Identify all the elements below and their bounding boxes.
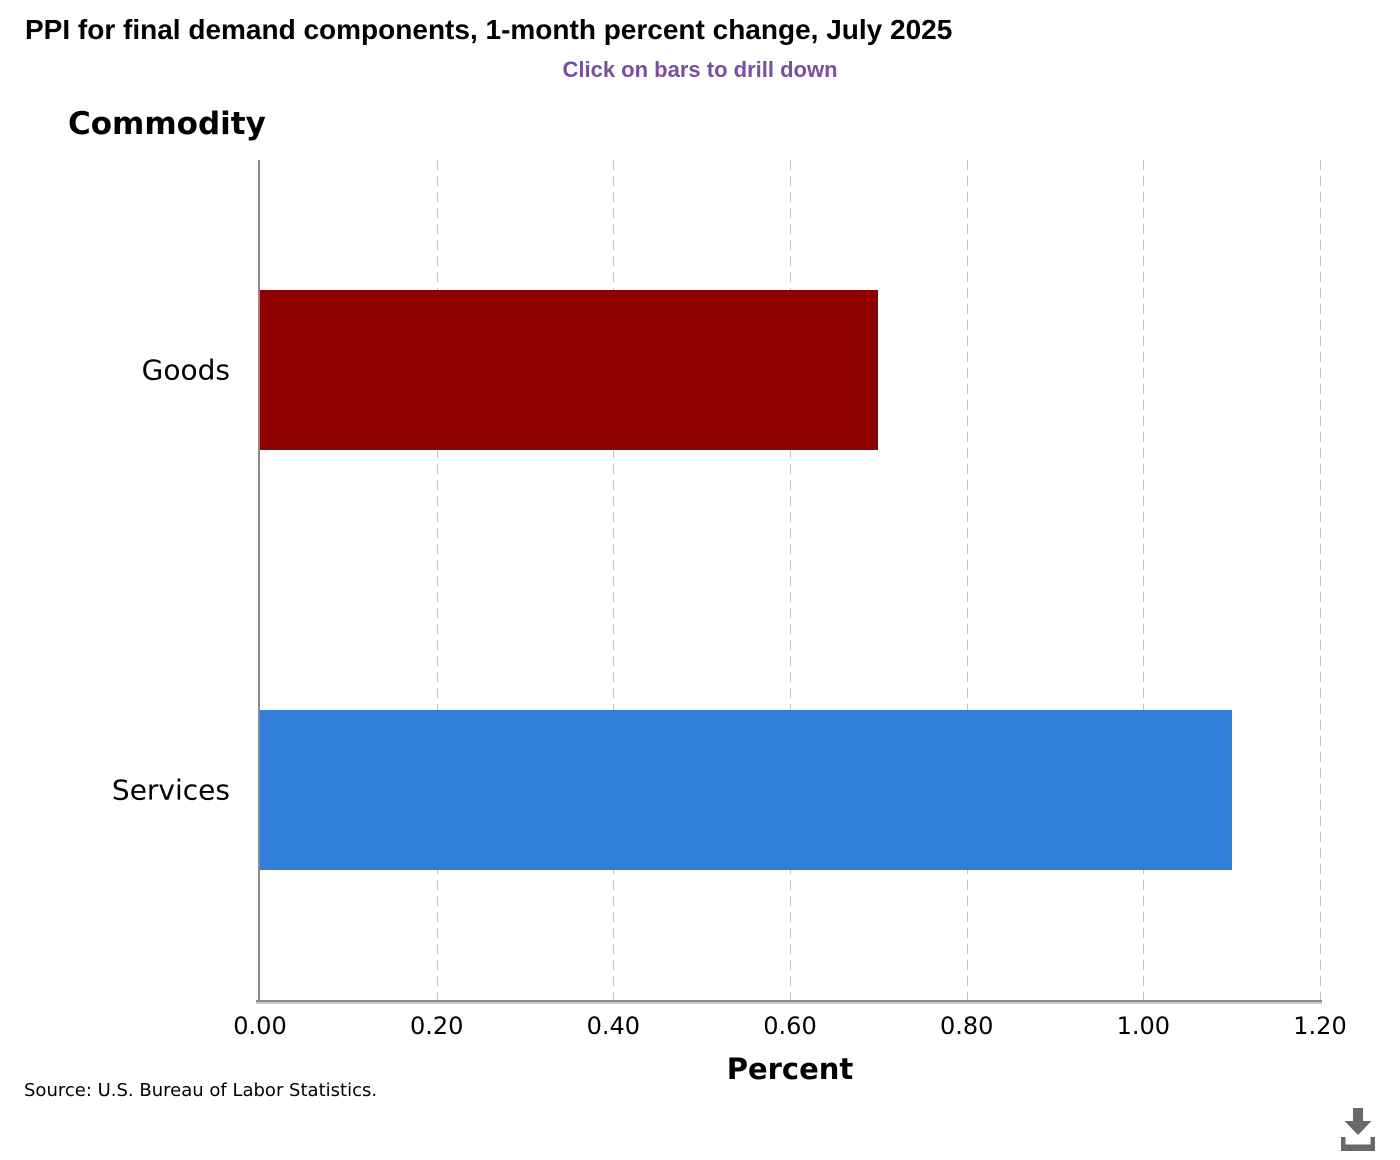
x-tick-label: 0.80 xyxy=(939,1012,994,1040)
x-tick-label: 0.20 xyxy=(409,1012,464,1040)
chart-title: PPI for final demand components, 1-month… xyxy=(25,14,953,45)
gridline xyxy=(1143,160,1145,1000)
x-tick-label: 1.20 xyxy=(1293,1012,1347,1040)
download-icon xyxy=(1341,1108,1375,1151)
x-tick-label: 1.00 xyxy=(1116,1012,1171,1040)
plot-area xyxy=(260,160,1321,1000)
category-label-goods: Goods xyxy=(141,353,230,387)
category-label-services: Services xyxy=(111,773,230,807)
category-labels: Goods Services xyxy=(0,160,230,1000)
gridline xyxy=(966,160,968,1000)
x-tick-label: 0.40 xyxy=(586,1012,641,1040)
download-button[interactable] xyxy=(1334,1104,1382,1156)
gridline xyxy=(790,160,791,1000)
bar-goods[interactable] xyxy=(260,290,879,450)
x-tick-label: 0.60 xyxy=(763,1012,817,1040)
x-axis-ticks: 0.00 0.20 0.40 0.60 0.80 1.00 1.20 xyxy=(233,1012,1346,1046)
gridline xyxy=(613,160,615,1000)
chart-subtitle[interactable]: Click on bars to drill down xyxy=(562,57,838,82)
x-tick-label: 0.00 xyxy=(233,1012,287,1040)
y-axis-group-label: Commodity xyxy=(68,106,266,142)
x-axis-title: Percent xyxy=(726,1052,854,1086)
bar-services[interactable] xyxy=(260,710,1232,870)
x-axis-line xyxy=(256,1000,1322,1002)
gridline xyxy=(1320,160,1321,1000)
gridline xyxy=(436,160,438,1000)
source-note: Source: U.S. Bureau of Labor Statistics. xyxy=(24,1080,378,1101)
y-axis-line xyxy=(258,160,260,1002)
